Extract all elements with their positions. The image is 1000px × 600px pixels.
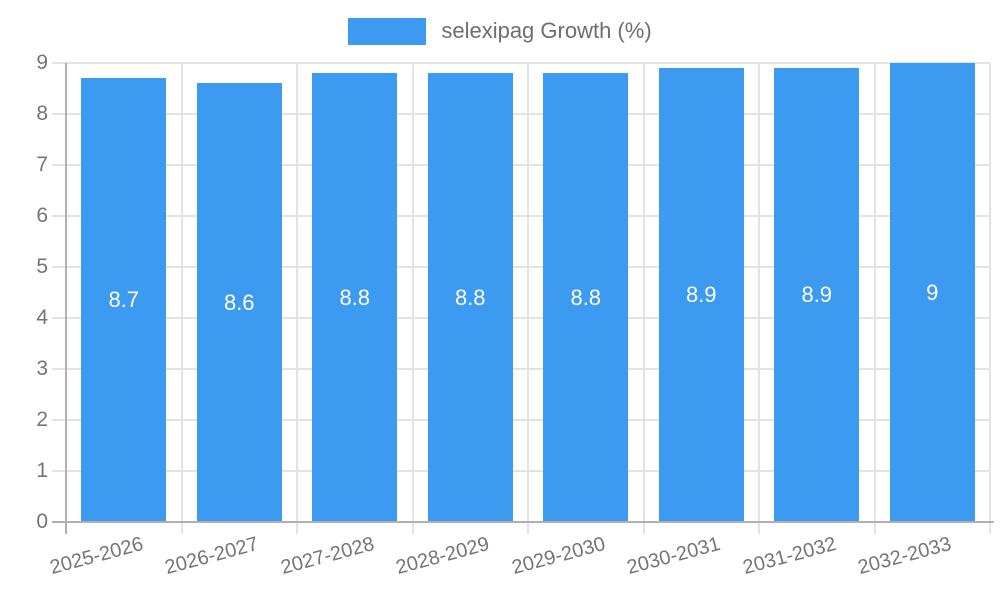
x-gridline	[296, 63, 298, 534]
x-gridline	[758, 63, 760, 534]
bar: 8.8	[312, 73, 398, 522]
bar-value-label: 8.6	[223, 289, 255, 315]
bar-value-label: 8.8	[339, 284, 371, 310]
bar-value-label: 8.9	[685, 282, 717, 308]
y-gridline	[52, 470, 990, 472]
y-tick-label: 9	[36, 51, 48, 74]
chart-legend[interactable]: selexipag Growth (%)	[0, 16, 1000, 46]
legend-label: selexipag Growth (%)	[441, 18, 652, 43]
bar-value-label: 8.7	[108, 287, 140, 313]
bar: 8.9	[658, 68, 744, 522]
bar: 8.6	[196, 83, 282, 522]
y-tick-label: 8	[36, 102, 48, 125]
x-gridline	[527, 63, 529, 534]
y-gridline	[52, 317, 990, 319]
bar-value-label: 8.9	[801, 282, 833, 308]
legend-swatch-icon	[348, 17, 427, 45]
y-gridline	[52, 266, 990, 268]
bar: 8.7	[81, 78, 167, 522]
y-tick-label: 1	[36, 459, 48, 482]
y-gridline	[52, 419, 990, 421]
y-gridline	[52, 62, 990, 64]
y-tick-label: 6	[36, 204, 48, 227]
x-gridline	[642, 63, 645, 534]
bar: 8.9	[774, 68, 860, 522]
y-gridline	[52, 113, 990, 115]
y-gridline	[52, 215, 990, 217]
y-gridline	[52, 164, 990, 166]
x-gridline	[180, 63, 183, 534]
bar-value-label: 8.8	[570, 284, 602, 310]
bar: 9	[889, 63, 975, 522]
bar-value-label: 9	[926, 279, 939, 305]
y-gridline	[52, 368, 990, 370]
x-axis-line	[52, 521, 994, 523]
y-tick-label: 4	[36, 306, 48, 329]
bar-value-label: 8.8	[454, 284, 486, 310]
bar: 8.8	[427, 73, 513, 522]
y-tick-label: 3	[36, 357, 48, 380]
bar: 8.8	[543, 73, 629, 522]
y-tick-label: 2	[36, 408, 48, 431]
y-tick-label: 7	[36, 153, 48, 176]
x-gridline	[989, 63, 991, 534]
x-gridline	[873, 63, 876, 534]
x-gridline	[411, 63, 414, 534]
y-axis-line	[65, 63, 67, 534]
y-tick-label: 5	[36, 255, 48, 278]
y-tick-label: 0	[36, 510, 48, 533]
